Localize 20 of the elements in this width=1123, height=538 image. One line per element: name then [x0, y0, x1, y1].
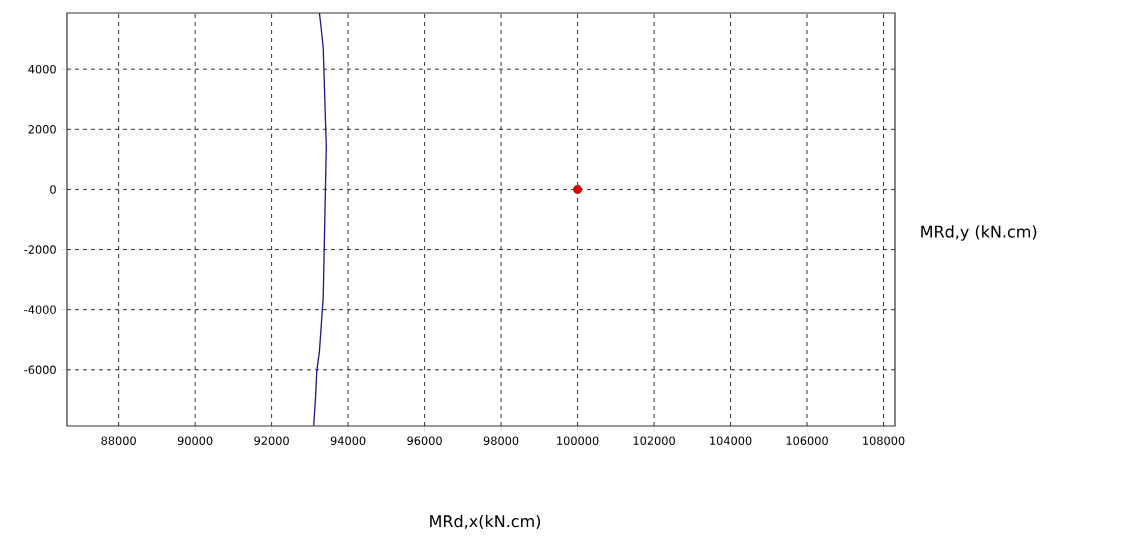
- x-tick-label: 100000: [557, 436, 599, 445]
- x-tick-label: 106000: [786, 436, 828, 445]
- x-tick-label: 88000: [101, 436, 136, 445]
- x-tick-label: 104000: [710, 436, 752, 445]
- x-tick-label: 92000: [254, 436, 289, 445]
- y-tick-label: -6000: [24, 365, 56, 375]
- x-tick-label: 94000: [330, 436, 366, 445]
- x-tick-label: 98000: [483, 436, 519, 445]
- x-axis-title: MRd,x(kN.cm): [430, 514, 541, 530]
- y-axis-title: MRd,y (kN.cm): [921, 225, 1037, 241]
- y-tick-label: 2000: [28, 125, 56, 134]
- y-tick-label: 4000: [28, 64, 56, 74]
- y-tick-label: -4000: [24, 305, 56, 314]
- x-tick-label: 108000: [863, 436, 905, 445]
- x-tick-label: 90000: [177, 436, 213, 445]
- line-series: [313, 13, 327, 426]
- y-tick-label: -2000: [24, 245, 56, 254]
- x-tick-label: 96000: [407, 436, 442, 445]
- y-tick-label: 0: [50, 185, 56, 194]
- x-tick-label: 102000: [633, 436, 675, 445]
